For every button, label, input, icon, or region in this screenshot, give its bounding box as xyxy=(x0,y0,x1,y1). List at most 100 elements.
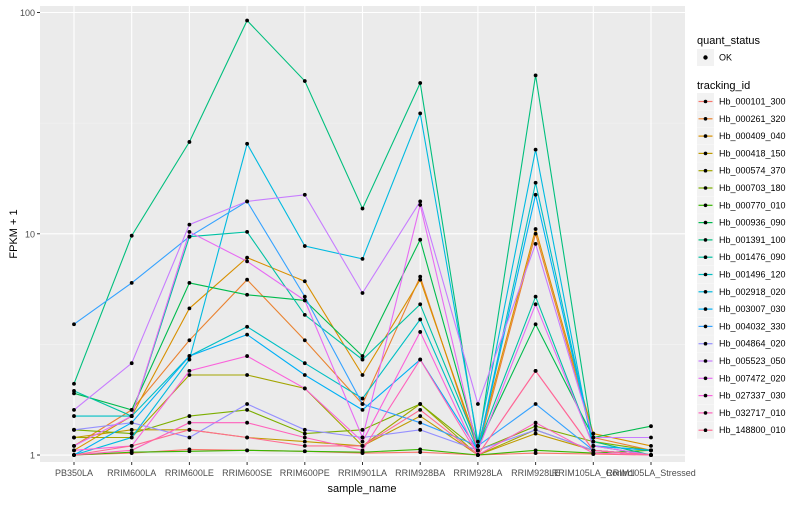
data-point xyxy=(72,435,76,440)
data-point xyxy=(187,222,192,227)
data-point xyxy=(187,234,192,239)
series-points-Hb_001391_100 xyxy=(72,18,653,457)
data-point xyxy=(360,443,365,448)
data-point xyxy=(129,233,134,238)
data-point xyxy=(533,294,538,299)
data-point xyxy=(72,381,76,386)
legend-label: Hb_000703_180 xyxy=(719,183,786,193)
legend-point-icon xyxy=(703,376,708,381)
x-tick-label: RRIM928LA xyxy=(453,468,502,478)
data-point xyxy=(533,402,538,406)
legend-label: Hb_000770_010 xyxy=(719,200,786,210)
legend-point-icon xyxy=(703,220,708,225)
y-tick-label: 100 xyxy=(20,8,35,18)
data-point xyxy=(418,277,423,282)
data-point xyxy=(302,312,307,317)
data-point xyxy=(245,407,250,412)
data-point xyxy=(72,407,76,412)
data-point xyxy=(360,357,365,362)
data-point xyxy=(360,396,365,401)
legend-label: Hb_000574_370 xyxy=(719,166,786,176)
legend-point-icon xyxy=(703,393,708,398)
legend-label: Hb_000409_040 xyxy=(719,131,786,141)
legend-label: Hb_004032_330 xyxy=(719,321,786,331)
data-point xyxy=(360,448,365,453)
x-axis: PB350LA RRIM600LA RRIM600LE RRIM600SE RRIM60… xyxy=(55,462,696,478)
data-point xyxy=(129,448,134,453)
x-tick-label: RRIM928LE xyxy=(511,468,560,478)
data-point xyxy=(302,294,307,299)
data-point xyxy=(360,373,365,377)
data-point xyxy=(245,448,250,453)
data-point xyxy=(360,407,365,412)
data-point xyxy=(187,280,192,285)
y-axis-title: FPKM + 1 xyxy=(8,209,20,258)
data-point xyxy=(418,427,423,432)
data-point xyxy=(245,229,250,234)
data-point xyxy=(476,439,480,444)
legend-label: Hb_000261_320 xyxy=(719,114,786,124)
legend-point-icon xyxy=(703,99,708,104)
data-point xyxy=(360,206,365,211)
legend-point-icon xyxy=(703,168,708,173)
legend-color-items: Hb_000101_300 Hb_000261_320 Hb_000409_040 H… xyxy=(697,93,786,439)
legend-point-icon xyxy=(703,255,708,259)
data-point xyxy=(245,18,250,23)
legend-label: Hb_000418_150 xyxy=(719,148,786,158)
data-point xyxy=(72,388,76,393)
data-point xyxy=(245,354,250,358)
data-point xyxy=(187,420,192,425)
data-point xyxy=(418,330,423,334)
data-point xyxy=(360,291,365,295)
data-point xyxy=(360,435,365,440)
data-point xyxy=(533,427,538,432)
data-point xyxy=(302,79,307,83)
data-point xyxy=(418,450,423,455)
data-point xyxy=(533,192,538,197)
data-point xyxy=(245,435,250,440)
data-point xyxy=(129,407,134,412)
data-point xyxy=(591,443,596,448)
data-point xyxy=(187,369,192,373)
legend-label: Hb_027337_030 xyxy=(719,391,786,401)
data-point xyxy=(302,427,307,432)
legend-point-icon xyxy=(703,341,708,346)
data-point xyxy=(72,448,76,453)
legend: quant_status OK tracking_id Hb_000101_30… xyxy=(697,35,786,439)
data-point xyxy=(302,449,307,454)
legend-color-title: tracking_id xyxy=(697,80,750,92)
legend-label: Hb_000101_300 xyxy=(719,97,786,107)
data-point xyxy=(533,420,538,425)
data-point xyxy=(129,435,134,440)
data-point xyxy=(245,292,250,297)
data-point xyxy=(533,231,538,236)
data-point xyxy=(533,322,538,327)
data-point xyxy=(302,435,307,440)
data-point xyxy=(302,386,307,391)
legend-point-icon xyxy=(703,134,708,138)
data-point xyxy=(245,373,250,377)
legend-point-icon xyxy=(703,151,708,156)
legend-point-icon xyxy=(703,272,708,277)
data-point xyxy=(245,255,250,260)
data-point xyxy=(187,354,192,358)
data-point xyxy=(418,302,423,307)
data-point xyxy=(129,431,134,436)
data-point xyxy=(129,414,134,418)
data-point xyxy=(245,277,250,282)
data-point xyxy=(533,424,538,429)
data-point xyxy=(649,443,653,448)
data-point xyxy=(187,229,192,234)
legend-point-icon xyxy=(703,324,708,329)
legend-point-icon xyxy=(703,290,708,294)
legend-label: Hb_032717_010 xyxy=(719,408,786,418)
legend-label: Hb_003007_030 xyxy=(719,304,786,314)
data-point xyxy=(418,274,423,279)
data-point xyxy=(418,81,423,85)
data-point xyxy=(302,443,307,448)
data-point xyxy=(591,435,596,440)
legend-shape-title: quant_status xyxy=(697,35,760,47)
data-point xyxy=(129,420,134,425)
data-point xyxy=(533,241,538,246)
legend-shape-items: OK xyxy=(697,49,732,66)
